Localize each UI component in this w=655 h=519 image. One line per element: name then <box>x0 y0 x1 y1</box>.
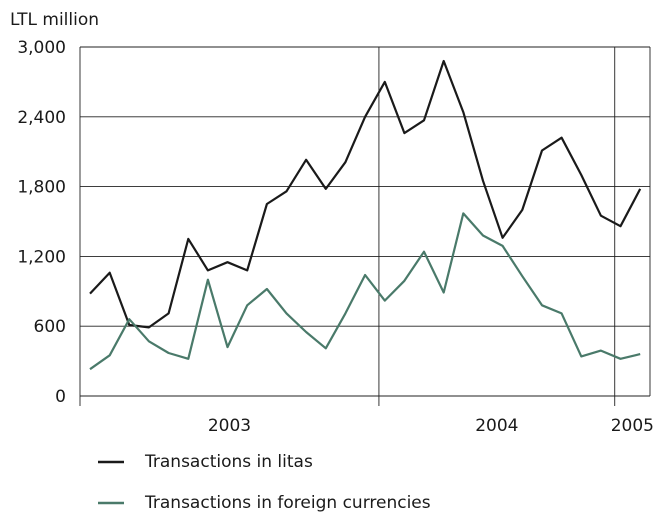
y-tick-label: 600 <box>34 317 66 337</box>
y-tick-label: 3,000 <box>17 38 66 58</box>
series-line-1 <box>89 59 642 329</box>
legend-label: Transactions in litas <box>144 452 313 472</box>
x-tick-label: 2004 <box>475 416 518 436</box>
legend: Transactions in litas Transactions in for… <box>98 452 431 513</box>
x-tick-label: 2003 <box>208 416 251 436</box>
y-axis-ticks: 0 600 1,200 1,800 2,400 3,000 <box>17 38 66 407</box>
x-axis-ticks: 2003 2004 2005 <box>208 416 654 436</box>
y-tick-label: 2,400 <box>17 108 66 128</box>
series-line-2 <box>89 212 641 371</box>
y-tick-label: 1,200 <box>17 247 66 267</box>
y-tick-label: 0 <box>55 387 66 407</box>
y-axis-unit-label: LTL million <box>10 10 99 30</box>
x-tick-label: 2005 <box>611 416 654 436</box>
data-series <box>89 59 642 371</box>
y-tick-label: 1,800 <box>17 178 66 198</box>
legend-label: Transactions in foreign currencies <box>144 493 431 513</box>
gridlines <box>79 46 651 406</box>
